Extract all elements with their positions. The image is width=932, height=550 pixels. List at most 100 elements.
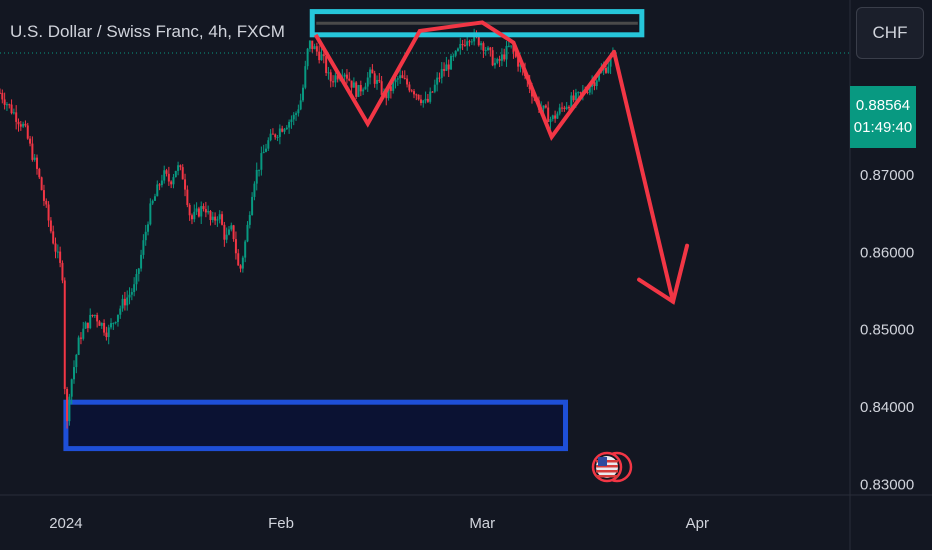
candle-body [137,268,140,274]
candle-body [491,50,494,66]
candle-body [380,81,383,95]
candle-body [75,354,78,368]
candle-body [343,74,346,77]
candle-body [15,112,18,122]
candle-body [556,113,559,119]
candle-body [207,211,210,213]
candle-body [133,284,136,293]
candle-body [288,121,291,128]
currency-button[interactable]: CHF [856,7,924,59]
candle-body [426,98,429,102]
candle-body [248,215,251,225]
candle-body [227,229,230,235]
candle-body [438,77,441,79]
support-zone-box [63,399,569,452]
candle-body [66,388,69,422]
candle-body [334,75,337,83]
us-flag-events-icon[interactable] [591,451,633,483]
candle-body [419,99,422,103]
candle-body [359,85,362,92]
candle-body [202,206,205,210]
candle-body [197,208,200,217]
candle-body [86,322,89,329]
candle-body [308,40,311,49]
candle-body [225,234,228,240]
candle-body [45,200,48,205]
candle-body [130,292,133,295]
candle-body [396,78,399,80]
candle-body [8,104,11,106]
triple-top-pattern-line [313,20,616,141]
candle-body [281,128,284,132]
y-tick-label: 0.83000 [860,476,914,493]
candle-body [579,92,582,94]
candle-body [440,69,443,78]
candle-body [551,115,554,119]
candle-body [487,47,490,51]
candle-body [0,92,1,94]
candle-body [172,177,175,185]
candle-body [98,321,101,326]
candle-body [514,52,517,57]
candle-body [549,118,552,123]
candle-body [70,379,73,397]
flag-stripe [596,465,618,468]
candle-body [276,136,279,138]
candle-body [262,151,265,154]
candle-body [295,113,298,115]
candle-body [82,328,85,339]
candle-body [468,41,471,43]
candle-body [147,224,150,232]
candle-body [84,322,87,329]
projection-arrow-head [637,243,690,305]
x-tick-label: Mar [469,515,495,532]
candle-body [443,69,446,71]
candle-body [503,54,506,60]
candle-body [149,203,152,225]
candle-body [366,77,369,87]
currency-label: CHF [872,23,908,42]
candle-body [140,254,143,269]
candle-body [496,58,499,63]
candle-body [26,125,29,139]
candle-body [10,104,13,114]
candle-body [38,168,41,178]
candle-body [362,89,365,92]
candle-body [204,209,207,213]
candle-body [461,44,464,46]
candle-body [598,72,601,81]
candle-body [12,112,15,114]
candle-body [607,66,610,73]
candle-body [165,170,168,174]
y-tick-label: 0.87000 [860,167,914,184]
candle-body [350,80,353,88]
candle-body [100,322,103,326]
candle-body [470,41,473,43]
candle-body [61,262,64,281]
candle-body [211,216,214,221]
candle-body [567,106,570,109]
candle-body [283,129,286,132]
candle-body [322,54,325,57]
candle-body [190,215,193,220]
candle-body [105,332,108,338]
candle-body [107,327,110,338]
candle-body [49,220,52,232]
candle-body [577,92,580,94]
candle-body [574,92,577,101]
y-tick-label: 0.86000 [860,244,914,261]
candle-body [565,106,568,109]
candle-body [410,90,413,92]
candle-body [3,99,6,105]
candle-body [313,46,316,50]
candle-body [489,47,492,51]
candle-body [174,170,177,178]
candle-body [357,85,360,97]
candle-body [392,82,395,91]
candle-body [170,181,173,185]
flag-stripe [596,475,618,478]
candle-body [399,75,402,79]
candle-body [193,211,196,220]
candle-body [512,45,515,53]
